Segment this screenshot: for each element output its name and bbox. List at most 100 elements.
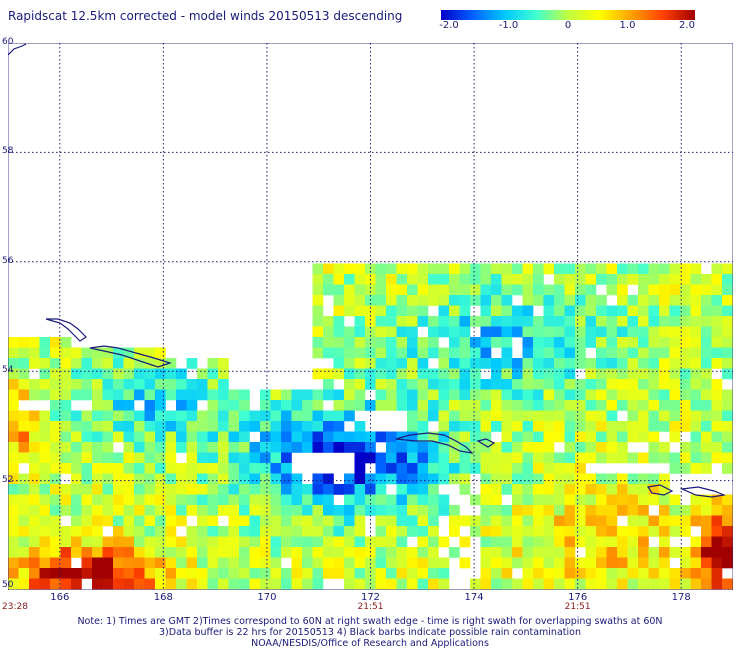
wind-cell <box>8 505 19 516</box>
wind-cell <box>165 463 177 474</box>
wind-cell <box>501 505 513 516</box>
latitude-label: 56 <box>2 255 14 266</box>
wind-cell <box>123 368 135 380</box>
wind-cell <box>123 400 135 411</box>
wind-cell <box>344 284 355 296</box>
wind-cell <box>438 305 450 317</box>
wind-cell <box>585 284 597 296</box>
wind-cell <box>270 515 282 527</box>
wind-cell <box>438 431 450 443</box>
wind-cell <box>711 379 723 390</box>
wind-cell <box>564 358 576 369</box>
wind-cell <box>449 263 460 275</box>
wind-cell <box>144 473 156 485</box>
wind-cell <box>627 494 639 506</box>
wind-cell <box>470 284 481 296</box>
wind-cell <box>218 452 229 464</box>
wind-cell <box>207 536 219 548</box>
wind-cell <box>701 337 712 348</box>
wind-cell <box>617 484 628 495</box>
wind-cell <box>669 421 681 432</box>
wind-cell <box>134 368 145 380</box>
wind-cell <box>564 536 576 548</box>
wind-cell <box>102 389 114 401</box>
wind-cell <box>501 473 513 485</box>
wind-cell <box>344 274 355 285</box>
wind-cell <box>449 442 460 453</box>
wind-cell <box>249 515 261 527</box>
wind-cell <box>711 494 723 506</box>
wind-cell <box>722 431 733 443</box>
wind-cell <box>18 494 30 506</box>
wind-cell <box>627 389 639 401</box>
wind-cell <box>690 337 702 348</box>
wind-cell <box>407 326 418 338</box>
wind-cell <box>218 368 229 380</box>
wind-cell <box>375 389 387 401</box>
wind-cell <box>543 368 555 380</box>
wind-cell <box>323 547 334 558</box>
wind-cell <box>680 358 691 369</box>
wind-cell <box>113 347 124 359</box>
wind-cell <box>585 410 597 422</box>
wind-cell <box>648 274 660 285</box>
wind-cell <box>722 547 733 558</box>
wind-cell <box>533 326 544 338</box>
wind-cell <box>564 274 576 285</box>
wind-cell <box>312 347 324 359</box>
wind-cell <box>176 505 187 516</box>
wind-cell <box>102 494 114 506</box>
wind-cell <box>186 494 198 506</box>
wind-cell <box>60 421 72 432</box>
longitude-label: 174 <box>464 592 484 603</box>
wind-cell <box>165 389 177 401</box>
wind-cell <box>449 347 460 359</box>
wind-cell <box>354 452 366 464</box>
wind-cell <box>165 358 177 369</box>
wind-cell <box>680 547 691 558</box>
wind-cell <box>480 431 492 443</box>
wind-cell <box>144 547 156 558</box>
wind-cell <box>18 547 30 558</box>
wind-cell <box>165 379 177 390</box>
wind-cell <box>312 274 324 285</box>
wind-cell <box>333 505 345 516</box>
wind-cell <box>648 568 660 579</box>
wind-cell <box>312 526 324 537</box>
wind-cell <box>438 442 450 453</box>
wind-cell <box>533 568 544 579</box>
wind-cell <box>102 379 114 390</box>
wind-cell <box>659 578 670 590</box>
wind-cell <box>606 284 618 296</box>
wind-cell <box>638 274 649 285</box>
wind-cell <box>92 484 103 495</box>
wind-cell <box>638 337 649 348</box>
wind-cell <box>627 316 639 327</box>
wind-cell <box>585 526 597 537</box>
wind-cell <box>554 473 565 485</box>
wind-cell <box>312 557 324 569</box>
wind-cell <box>722 557 733 569</box>
wind-cell <box>102 452 114 464</box>
wind-cell <box>575 515 586 527</box>
wind-cell <box>144 484 156 495</box>
wind-cell <box>113 368 124 380</box>
wind-cell <box>323 263 334 275</box>
wind-cell <box>512 547 523 558</box>
wind-cell <box>501 547 513 558</box>
wind-cell <box>113 421 124 432</box>
wind-cell <box>627 505 639 516</box>
wind-cell <box>291 473 303 485</box>
wind-cell <box>554 494 565 506</box>
wind-cell <box>512 284 523 296</box>
wind-cell <box>155 526 166 537</box>
wind-cell <box>669 347 681 359</box>
wind-cell <box>585 578 597 590</box>
wind-cell <box>165 494 177 506</box>
wind-cell <box>470 347 481 359</box>
wind-cell <box>50 536 61 548</box>
wind-cell <box>365 557 376 569</box>
wind-cell <box>365 568 376 579</box>
wind-cell <box>596 337 607 348</box>
wind-cell <box>617 568 628 579</box>
